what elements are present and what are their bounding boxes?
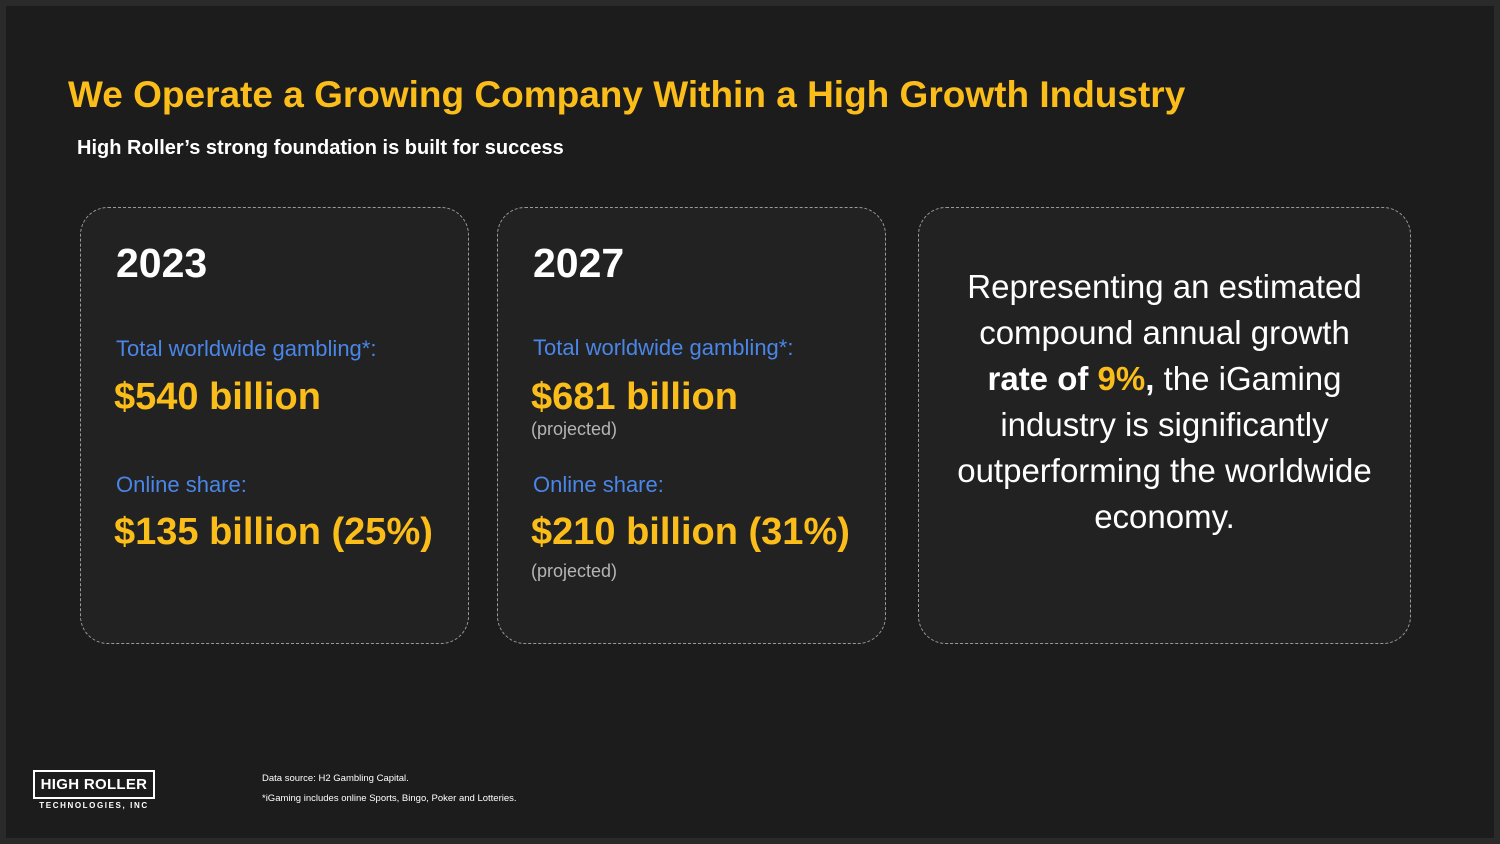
growth-rate-highlight: 9% bbox=[1097, 360, 1146, 397]
logo-main-text: HIGH ROLLER bbox=[33, 770, 155, 799]
card-2023: 2023 Total worldwide gambling*: $540 bil… bbox=[80, 207, 469, 644]
online-share-label: Online share: bbox=[116, 472, 247, 497]
projected-note: (projected) bbox=[531, 419, 618, 439]
igaming-footnote: *iGaming includes online Sports, Bingo, … bbox=[262, 793, 517, 804]
growth-statement: Representing an estimated compound annua… bbox=[949, 264, 1380, 540]
online-share-value: $135 billion (25%) bbox=[114, 511, 433, 553]
total-gambling-value: $681 billion bbox=[531, 376, 738, 418]
card-year: 2023 bbox=[116, 240, 208, 286]
statement-text: Representing an estimated compound annua… bbox=[967, 268, 1362, 351]
online-share-label: Online share: bbox=[533, 472, 664, 497]
online-share-value: $210 billion (31%) bbox=[531, 511, 850, 553]
statement-comma: , bbox=[1145, 360, 1155, 397]
total-gambling-value: $540 billion bbox=[114, 376, 321, 418]
page-subtitle: High Roller’s strong foundation is built… bbox=[77, 137, 564, 159]
statement-bold: rate of bbox=[987, 360, 1089, 397]
data-source-footnote: Data source: H2 Gambling Capital. bbox=[262, 773, 409, 784]
company-logo: HIGH ROLLER TECHNOLOGIES, INC bbox=[33, 770, 155, 810]
card-2027: 2027 Total worldwide gambling*: $681 bil… bbox=[497, 207, 886, 644]
logo-sub-text: TECHNOLOGIES, INC bbox=[39, 801, 149, 810]
card-year: 2027 bbox=[533, 240, 625, 286]
total-gambling-label: Total worldwide gambling*: bbox=[116, 336, 377, 361]
total-gambling-label: Total worldwide gambling*: bbox=[533, 335, 794, 360]
page-title: We Operate a Growing Company Within a Hi… bbox=[68, 74, 1186, 115]
projected-note: (projected) bbox=[531, 561, 618, 581]
card-growth-statement: Representing an estimated compound annua… bbox=[918, 207, 1411, 644]
statement-text-end: the iGaming industry is significantly ou… bbox=[957, 360, 1372, 535]
slide: We Operate a Growing Company Within a Hi… bbox=[6, 6, 1494, 838]
